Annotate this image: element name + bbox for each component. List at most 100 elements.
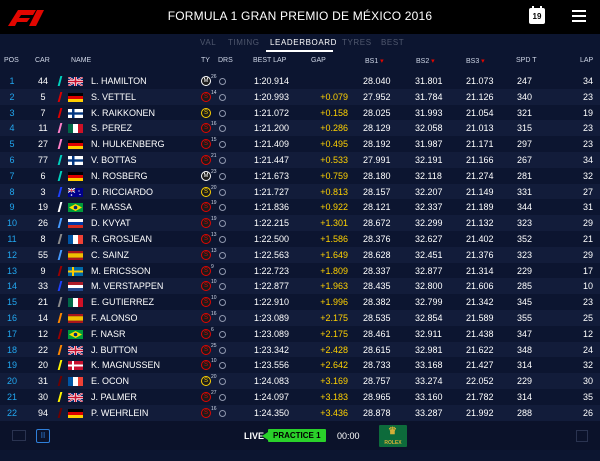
tyre-icon: S: [201, 107, 211, 118]
table-row[interactable]: 1 44 L. HAMILTON M 26 1:20.914 28.040 31.801 21.…: [0, 73, 600, 89]
best-sector-2: 32.877: [415, 265, 443, 276]
keyboard-icon[interactable]: [12, 430, 26, 441]
position: 3: [9, 107, 15, 118]
tyre-laps: 19: [211, 200, 217, 207]
flag-icon: [68, 219, 83, 229]
tyre-laps: 23: [211, 168, 217, 175]
expand-icon[interactable]: [576, 430, 588, 442]
flag-icon: [68, 140, 83, 150]
pause-button[interactable]: II: [36, 429, 50, 443]
table-row[interactable]: 10 26 D. KVYAT S 19 1:22.215 +1.301 28.672 32.29…: [0, 215, 600, 231]
flag-icon: [68, 313, 83, 323]
col-bs1[interactable]: BS1 ▾: [365, 58, 384, 65]
col-bs2[interactable]: BS2 ▾: [416, 58, 435, 65]
speed-trap: 323: [517, 249, 533, 260]
table-row[interactable]: 18 22 J. BUTTON S 25 1:23.342 +2.428 28.615 32.9…: [0, 341, 600, 358]
best-sector-3: 21.189: [466, 202, 494, 213]
drs-indicator-icon: [219, 235, 226, 243]
drs-indicator-icon: [219, 314, 226, 322]
tab-tyres[interactable]: TYRES: [342, 38, 372, 47]
table-row[interactable]: 6 77 V. BOTTAS S 21 1:21.447 +0.533 27.991 32.19…: [0, 151, 600, 168]
best-sector-3: 21.622: [466, 344, 494, 355]
drs-indicator-icon: [219, 299, 226, 307]
best-sector-2: 32.207: [415, 186, 443, 197]
tab-val[interactable]: VAL: [200, 38, 217, 47]
table-row[interactable]: 7 6 N. ROSBERG M 23 1:21.673 +0.759 28.180 32.11…: [0, 167, 600, 184]
drs-indicator-icon: [219, 204, 226, 212]
column-header: POS CAR NAME TY DRS BEST LAP GAP BS1 ▾ B…: [0, 55, 600, 69]
best-lap: 1:20.914: [254, 76, 290, 86]
table-row[interactable]: 3 7 K. RAIKKONEN S 1:21.072 +0.158 28.025 31.99…: [0, 104, 600, 121]
flag-icon: [68, 187, 83, 197]
f1-logo[interactable]: [6, 6, 46, 28]
tab-leaderboard[interactable]: LEADERBOARD: [270, 38, 338, 47]
speed-trap: 331: [517, 186, 533, 197]
best-lap: 1:24.350: [254, 407, 290, 418]
col-tyre[interactable]: TY: [201, 57, 210, 64]
best-sector-2: 32.118: [415, 170, 442, 181]
drs-indicator-icon: [219, 78, 226, 85]
best-sector-3: 21.438: [466, 328, 494, 339]
lap-count: 23: [583, 123, 594, 134]
table-row[interactable]: 17 12 F. NASR S 6 1:23.089 +2.175 28.461 32.911 2…: [0, 325, 600, 342]
team-color-stripe: [57, 233, 63, 244]
table-row[interactable]: 20 31 E. OCON S 20 1:24.083 +3.169 28.757 33.274…: [0, 373, 600, 389]
col-drs[interactable]: DRS: [218, 57, 233, 64]
session-badge: PRACTICE 1: [262, 429, 326, 442]
col-name[interactable]: NAME: [71, 57, 92, 64]
col-best-lap[interactable]: BEST LAP: [253, 57, 287, 64]
tyre-laps: 27: [211, 389, 217, 396]
flag-icon: [68, 234, 83, 244]
car-number: 20: [37, 360, 48, 371]
best-lap: 1:22.910: [254, 297, 290, 308]
col-pos[interactable]: POS: [4, 57, 19, 64]
table-row[interactable]: 11 8 R. GROSJEAN S 13 1:22.500 +1.586 28.376 32.…: [0, 230, 600, 247]
tyre-laps: 26: [211, 74, 217, 80]
best-lap: 1:22.723: [254, 265, 290, 276]
best-sector-3: 21.274: [466, 170, 494, 181]
car-number: 30: [37, 391, 48, 402]
team-color-stripe: [57, 91, 63, 102]
page-title: FORMULA 1 GRAN PREMIO DE MÉXICO 2016: [167, 9, 433, 23]
table-row[interactable]: 4 11 S. PEREZ S 16 1:21.200 +0.286 28.129 32.058…: [0, 120, 600, 137]
tab-best[interactable]: BEST: [381, 38, 405, 47]
table-row[interactable]: 16 14 F. ALONSO S 16 1:23.089 +2.175 28.535 32.8…: [0, 309, 600, 326]
col-spd-t[interactable]: SPD T: [516, 57, 537, 64]
table-row[interactable]: 14 33 M. VERSTAPPEN S 10 1:22.877 +1.963 28.435…: [0, 278, 600, 295]
tyre-laps: 9: [211, 263, 214, 270]
table-row[interactable]: 12 55 C. SAINZ S 13 1:22.563 +1.649 28.628 32.45…: [0, 246, 600, 263]
gap: +2.428: [320, 344, 348, 355]
session-clock: 00:00: [337, 431, 360, 441]
table-row[interactable]: 2 5 S. VETTEL S 14 1:20.993 +0.079 27.952 31.784…: [0, 88, 600, 105]
col-gap[interactable]: GAP: [311, 57, 326, 64]
menu-icon[interactable]: [572, 10, 586, 22]
table-row[interactable]: 15 21 E. GUTIERREZ S 10 1:22.910 +1.996 28.382 3…: [0, 294, 600, 310]
lap-count: 34: [583, 76, 594, 86]
position: 15: [6, 297, 17, 308]
table-row[interactable]: 21 30 J. PALMER S 27 1:24.097 +3.183 28.965 33.1…: [0, 388, 600, 405]
flag-icon: [68, 361, 83, 371]
tyre-icon: S: [201, 186, 211, 197]
driver-name: E. OCON: [91, 376, 130, 387]
table-row[interactable]: 19 20 K. MAGNUSSEN S 10 1:23.556 +2.642 28.733 3…: [0, 357, 600, 374]
calendar-icon[interactable]: 19: [529, 6, 545, 24]
col-car[interactable]: CAR: [35, 57, 50, 64]
tyre-icon: S: [201, 360, 211, 371]
best-sector-3: 21.589: [466, 312, 494, 323]
table-row[interactable]: 22 94 P. WEHRLEIN S 16 1:24.350 +3.436 28.878 33…: [0, 404, 600, 421]
best-lap: 1:24.083: [254, 376, 290, 387]
drs-indicator-icon: [219, 109, 226, 117]
best-sector-1: 28.672: [363, 218, 391, 229]
col-lap[interactable]: LAP: [580, 57, 594, 64]
drs-indicator-icon: [219, 125, 226, 133]
table-row[interactable]: 8 3 D. RICCIARDO S 20 1:21.727 +0.813 28.157 32.…: [0, 183, 600, 200]
col-bs3[interactable]: BS3 ▾: [466, 58, 485, 65]
top-bar: FORMULA 1 GRAN PREMIO DE MÉXICO 2016 19: [0, 0, 600, 34]
best-sector-1: 28.535: [363, 312, 391, 323]
tab-timing[interactable]: TIMING: [228, 38, 260, 47]
best-lap: 1:23.089: [254, 328, 290, 339]
team-color-stripe: [57, 249, 63, 260]
table-row[interactable]: 13 9 M. ERICSSON S 9 1:22.723 +1.809 28.337 32.8…: [0, 262, 600, 279]
table-row[interactable]: 5 27 N. HULKENBERG S 15 1:21.409 +0.495 28.192 3…: [0, 136, 600, 152]
table-row[interactable]: 9 19 F. MASSA S 19 1:21.836 +0.922 28.121 32.337…: [0, 199, 600, 216]
